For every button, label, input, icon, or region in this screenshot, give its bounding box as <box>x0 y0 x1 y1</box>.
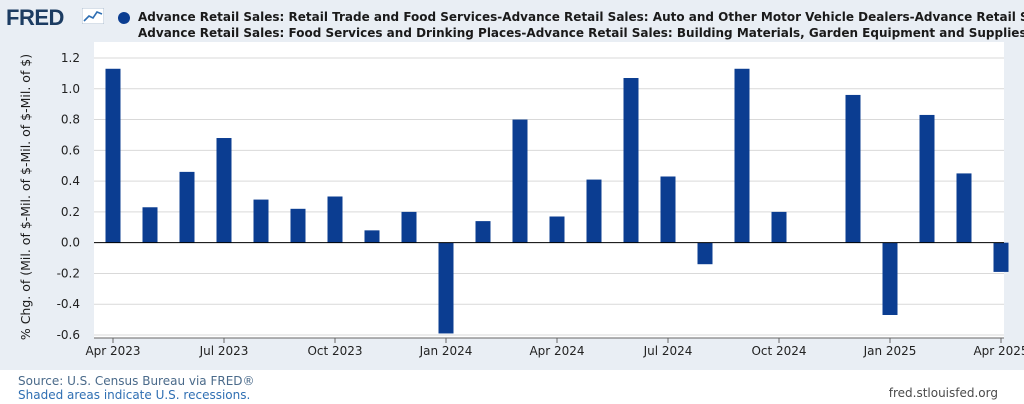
y-tick-label: -0.6 <box>57 328 80 342</box>
bar-2024-01[interactable] <box>438 242 454 334</box>
x-tick-label: Jan 2024 <box>419 344 473 358</box>
bar-2023-10[interactable] <box>327 196 343 243</box>
bar-2024-02[interactable] <box>475 221 491 243</box>
bar-2023-04[interactable] <box>105 68 121 243</box>
footer-url[interactable]: fred.stlouisfed.org <box>888 386 998 400</box>
x-tick-label: Oct 2024 <box>751 344 806 358</box>
fred-logo[interactable]: FRED <box>6 5 64 30</box>
y-tick-label: 0.4 <box>61 174 80 188</box>
footer-recession-note[interactable]: Shaded areas indicate U.S. recessions. <box>18 388 251 402</box>
x-tick-label: Jan 2025 <box>863 344 917 358</box>
y-tick-label: 0.8 <box>61 113 80 127</box>
footer-source: Source: U.S. Census Bureau via FRED® <box>18 374 255 388</box>
x-tick-label: Apr 2023 <box>85 344 140 358</box>
bar-2025-03[interactable] <box>956 173 972 243</box>
bar-2024-07[interactable] <box>660 176 676 243</box>
x-tick-label: Apr 2025 <box>973 344 1024 358</box>
bar-2023-12[interactable] <box>401 211 417 243</box>
bar-2024-08[interactable] <box>697 242 713 265</box>
y-tick-label: 1.0 <box>61 82 80 96</box>
y-tick-label: 0.2 <box>61 205 80 219</box>
bar-2023-07[interactable] <box>216 138 232 243</box>
legend-marker <box>118 12 130 24</box>
x-tick-label: Jul 2024 <box>643 344 693 358</box>
bar-2024-05[interactable] <box>586 179 602 243</box>
bar-2024-04[interactable] <box>549 216 565 243</box>
y-tick-label: 0.0 <box>61 236 80 250</box>
bar-2024-12[interactable] <box>845 94 861 243</box>
y-tick-label: -0.2 <box>57 266 80 280</box>
bar-2024-09[interactable] <box>734 68 750 243</box>
bar-2023-11[interactable] <box>364 230 380 243</box>
x-tick-label: Jul 2023 <box>199 344 249 358</box>
bar-2025-01[interactable] <box>882 242 898 315</box>
bar-2024-06[interactable] <box>623 78 639 243</box>
x-tick-label: Apr 2024 <box>529 344 584 358</box>
bar-2024-10[interactable] <box>771 211 787 243</box>
x-tick-label: Oct 2023 <box>307 344 362 358</box>
legend-label-line-2: Advance Retail Sales: Food Services and … <box>138 26 1024 40</box>
legend-label-line-1: Advance Retail Sales: Retail Trade and F… <box>138 10 1024 24</box>
bar-2025-02[interactable] <box>919 114 935 243</box>
bar-2023-06[interactable] <box>179 171 195 243</box>
bar-2025-04[interactable] <box>993 242 1009 272</box>
bar-2023-05[interactable] <box>142 207 158 243</box>
y-tick-label: -0.4 <box>57 297 80 311</box>
y-tick-label: 1.2 <box>61 51 80 65</box>
chart-plot: -0.6 -0.4 -0.2 0.0 0.2 0.4 0.6 0.8 1.0 1.2 Apr 202… <box>57 42 1024 358</box>
fred-graph-icon <box>82 8 104 24</box>
bar-2023-08[interactable] <box>253 199 269 243</box>
bar-2024-03[interactable] <box>512 119 528 243</box>
y-tick-label: 0.6 <box>61 143 80 157</box>
bar-2023-09[interactable] <box>290 208 306 243</box>
